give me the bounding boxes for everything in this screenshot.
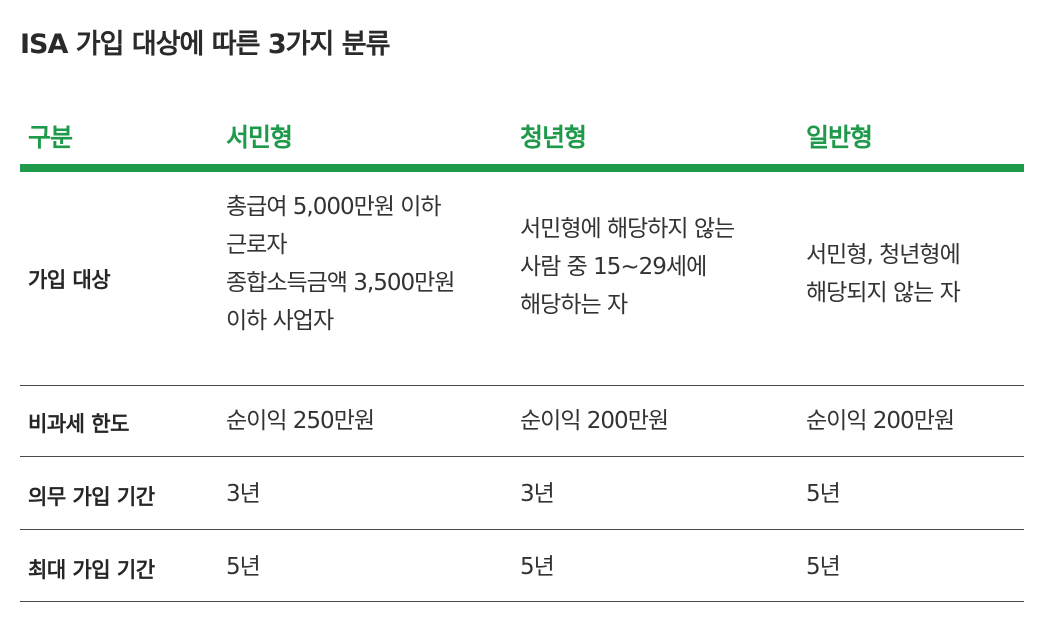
row-label: 의무 가입 기간 xyxy=(28,485,155,509)
cell-line: 총급여 5,000만원 이하 xyxy=(226,194,442,220)
cell-line: 이하 사업자 xyxy=(226,308,334,334)
eligibility-youth: 서민형에 해당하지 않는 사람 중 15~29세에 해당하는 자 xyxy=(520,210,735,324)
max-period-youth: 5년 xyxy=(520,554,555,580)
table-header-row: 구분 서민형 청년형 일반형 xyxy=(20,100,1024,172)
cell-line: 해당되지 않는 자 xyxy=(806,280,961,306)
tax-free-limit-seomin: 순이익 250만원 xyxy=(226,408,375,434)
max-period-general: 5년 xyxy=(806,554,841,580)
table-row-max-period: 최대 가입 기간 5년 5년 5년 xyxy=(20,530,1024,602)
row-label: 최대 가입 기간 xyxy=(28,558,155,582)
isa-classification-table: 구분 서민형 청년형 일반형 가입 대상 총급여 5,000만원 이하 근로자 … xyxy=(20,100,1024,602)
cell-line: 서민형에 해당하지 않는 xyxy=(520,216,735,242)
row-label: 가입 대상 xyxy=(28,268,111,292)
header-general: 일반형 xyxy=(806,123,873,152)
cell-line: 사람 중 15~29세에 xyxy=(520,254,707,280)
header-youth: 청년형 xyxy=(520,123,587,152)
mandatory-period-general: 5년 xyxy=(806,481,841,507)
row-label: 비과세 한도 xyxy=(28,412,129,436)
mandatory-period-seomin: 3년 xyxy=(226,481,261,507)
table-row-mandatory-period: 의무 가입 기간 3년 3년 5년 xyxy=(20,457,1024,530)
cell-line: 서민형, 청년형에 xyxy=(806,242,961,268)
eligibility-seomin: 총급여 5,000만원 이하 근로자 종합소득금액 3,500만원 이하 사업자 xyxy=(226,188,455,340)
table-row-tax-free-limit: 비과세 한도 순이익 250만원 순이익 200만원 순이익 200만원 xyxy=(20,386,1024,457)
tax-free-limit-general: 순이익 200만원 xyxy=(806,408,955,434)
max-period-seomin: 5년 xyxy=(226,554,261,580)
eligibility-general: 서민형, 청년형에 해당되지 않는 자 xyxy=(806,236,961,312)
cell-line: 종합소득금액 3,500만원 xyxy=(226,270,455,296)
mandatory-period-youth: 3년 xyxy=(520,481,555,507)
cell-line: 해당하는 자 xyxy=(520,292,628,318)
tax-free-limit-youth: 순이익 200만원 xyxy=(520,408,669,434)
header-category: 구분 xyxy=(28,123,73,152)
header-seomin: 서민형 xyxy=(226,123,293,152)
cell-line: 근로자 xyxy=(226,232,287,258)
table-row-eligibility: 가입 대상 총급여 5,000만원 이하 근로자 종합소득금액 3,500만원 … xyxy=(20,172,1024,386)
page-title: ISA 가입 대상에 따른 3가지 분류 xyxy=(20,29,390,60)
